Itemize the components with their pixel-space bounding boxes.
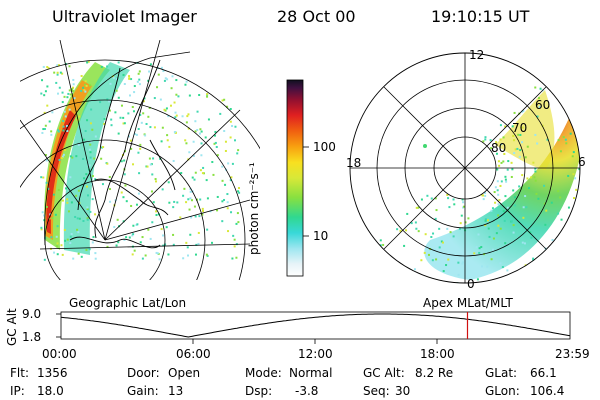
flt-value: 1356: [37, 366, 68, 380]
gcalt-label: GC Alt:: [363, 366, 405, 380]
door-value: Open: [168, 366, 201, 380]
ip-label: IP:: [10, 384, 25, 398]
mlt-label-0: 0: [467, 277, 475, 291]
right-panel-label: Apex MLat/MLT: [423, 296, 513, 310]
polar-magnetic-image: [349, 52, 581, 284]
seq-label: Seq:: [363, 384, 390, 398]
lat-label-70: 70: [512, 121, 528, 135]
mode-value: Normal: [289, 366, 333, 380]
ip-value: 18.0: [37, 384, 64, 398]
image-time: 19:10:15 UT: [431, 7, 530, 26]
glon-label: GLon:: [485, 384, 520, 398]
colorbar-tick-10: 10: [313, 229, 329, 243]
flt-label: Flt:: [10, 366, 29, 380]
altitude-plot: [56, 311, 571, 344]
instrument-title: Ultraviolet Imager: [52, 7, 197, 26]
glat-label: GLat:: [485, 366, 518, 380]
geographic-image: [20, 40, 260, 280]
altitude-xtick-1800: 18:00: [420, 347, 455, 361]
lat-label-80: 80: [491, 141, 507, 155]
glat-value: 66.1: [530, 366, 557, 380]
mlt-label-18: 18: [346, 156, 362, 170]
dsp-value: -3.8: [295, 384, 319, 398]
altitude-ytick-min: 1.8: [22, 330, 42, 344]
altitude-ylabel: GC Alt: [5, 308, 19, 346]
altitude-xtick-0000: 00:00: [42, 347, 77, 361]
color-scale-bar: [286, 79, 304, 277]
gain-value: 13: [168, 384, 184, 398]
colorbar-tick-100: 100: [313, 140, 336, 154]
altitude-xtick-2359: 23:59: [555, 347, 590, 361]
seq-value: 30: [395, 384, 411, 398]
altitude-xtick-0600: 06:00: [176, 347, 211, 361]
glon-value: 106.4: [530, 384, 565, 398]
door-label: Door:: [127, 366, 160, 380]
dsp-label: Dsp:: [245, 384, 273, 398]
mlt-label-12: 12: [469, 48, 485, 62]
lat-label-60: 60: [535, 98, 551, 112]
mode-label: Mode:: [245, 366, 282, 380]
left-panel-label: Geographic Lat/Lon: [69, 296, 187, 310]
gcalt-value: 8.2 Re: [415, 366, 454, 380]
image-date: 28 Oct 00: [277, 7, 356, 26]
altitude-ytick-max: 9.0: [22, 307, 42, 321]
colorbar-unit-label: photon cm⁻²s⁻¹: [247, 162, 261, 255]
mlt-label-6: 6: [578, 155, 586, 169]
gain-label: Gain:: [127, 384, 159, 398]
altitude-xtick-1200: 12:00: [298, 347, 333, 361]
